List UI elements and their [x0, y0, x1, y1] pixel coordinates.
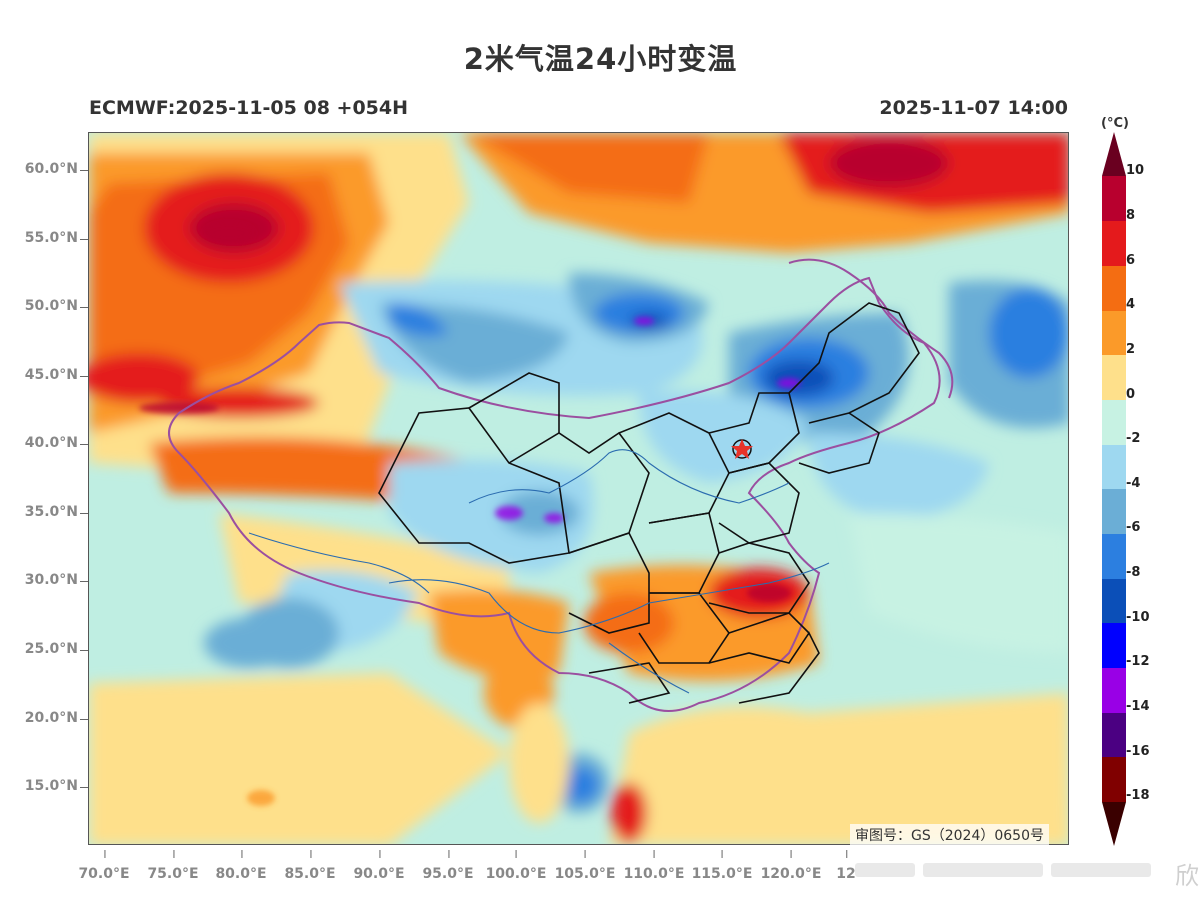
lat-label-20: 20.0°N: [0, 710, 88, 726]
china-border: [168, 276, 941, 712]
colorbar-label-m4: -4: [1126, 476, 1141, 491]
colorbar-swatch-m14-m12: [1102, 668, 1126, 713]
colorbar-label-m14: -14: [1126, 699, 1150, 714]
colorbar-label-4: 4: [1126, 297, 1136, 312]
lon-label-95: 95.0°E: [422, 850, 474, 882]
lat-label-35: 35.0°N: [0, 504, 88, 520]
rivers: [248, 449, 830, 694]
colorbar-swatch-m12-m10: [1102, 623, 1126, 668]
colorbar-swatch-m8-m6: [1102, 534, 1126, 579]
colorbar-label-0: 0: [1126, 387, 1136, 402]
lat-label-25: 25.0°N: [0, 641, 88, 657]
colorbar-swatch-m16-m14: [1102, 713, 1126, 757]
lon-label-80: 80.0°E: [215, 850, 267, 882]
colorbar-label-m2: -2: [1126, 431, 1141, 446]
lon-label-90: 90.0°E: [353, 850, 405, 882]
lat-label-50: 50.0°N: [0, 298, 88, 314]
model-run-label: ECMWF:2025-11-05 08 +054H: [89, 97, 409, 119]
lat-label-40: 40.0°N: [0, 435, 88, 451]
colorbar: [1102, 132, 1126, 846]
colorbar-swatch-m2-0: [1102, 400, 1126, 445]
lon-label-120: 120.0°E: [760, 850, 822, 882]
colorbar-swatch-0-2: [1102, 355, 1126, 400]
lat-label-45: 45.0°N: [0, 367, 88, 383]
map-canvas: [89, 133, 1068, 844]
lon-label-75: 75.0°E: [147, 850, 199, 882]
colorbar-swatch-2-4: [1102, 311, 1126, 355]
temperature-detail: [139, 223, 801, 806]
map-title: 2米气温24小时变温: [463, 42, 738, 76]
lat-label-60: 60.0°N: [0, 161, 88, 177]
lat-label-15: 15.0°N: [0, 778, 88, 794]
lon-label-115: 115.0°E: [691, 850, 753, 882]
beijing-star-marker: [731, 439, 753, 459]
map-review-number: 审图号：GS（2024）0650号: [850, 824, 1049, 846]
colorbar-swatch-4-6: [1102, 266, 1126, 311]
colorbar-swatch-gt10: [1102, 132, 1126, 176]
colorbar-label-10: 10: [1126, 163, 1145, 178]
colorbar-swatch-m4-m2: [1102, 445, 1126, 489]
temperature-change-map: [88, 132, 1069, 845]
watermark: 欣: [835, 850, 1201, 890]
ne-border: [788, 258, 954, 399]
lon-label-100: 100.0°E: [485, 850, 547, 882]
colorbar-label-m16: -16: [1126, 744, 1150, 759]
lon-label-85: 85.0°E: [284, 850, 336, 882]
colorbar-swatch-8-10: [1102, 176, 1126, 221]
colorbar-swatch-lt-m18: [1102, 802, 1126, 846]
lon-label-70: 70.0°E: [78, 850, 130, 882]
watermark-text: 欣: [1175, 862, 1199, 890]
colorbar-swatch-m18-m16: [1102, 757, 1126, 802]
colorbar-unit: (°C): [1101, 116, 1129, 131]
valid-time-label: 2025-11-07 14:00: [879, 97, 1068, 119]
colorbar-label-m6: -6: [1126, 520, 1141, 535]
lon-label-110: 110.0°E: [623, 850, 685, 882]
colorbar-label-m12: -12: [1126, 654, 1150, 669]
province-borders: [378, 302, 920, 704]
lon-label-125-partial: 12: [836, 850, 856, 882]
colorbar-label-6: 6: [1126, 253, 1136, 268]
colorbar-label-8: 8: [1126, 208, 1136, 223]
lon-label-105: 105.0°E: [554, 850, 616, 882]
colorbar-swatch-6-8: [1102, 221, 1126, 266]
lat-label-55: 55.0°N: [0, 230, 88, 246]
colorbar-label-m8: -8: [1126, 565, 1141, 580]
colorbar-swatch-m10-m8: [1102, 579, 1126, 623]
lat-label-30: 30.0°N: [0, 572, 88, 588]
colorbar-swatch-m6-m4: [1102, 489, 1126, 534]
colorbar-label-m18: -18: [1126, 788, 1150, 803]
temperature-field: [89, 133, 1068, 844]
colorbar-label-2: 2: [1126, 342, 1136, 357]
colorbar-label-m10: -10: [1126, 610, 1150, 625]
